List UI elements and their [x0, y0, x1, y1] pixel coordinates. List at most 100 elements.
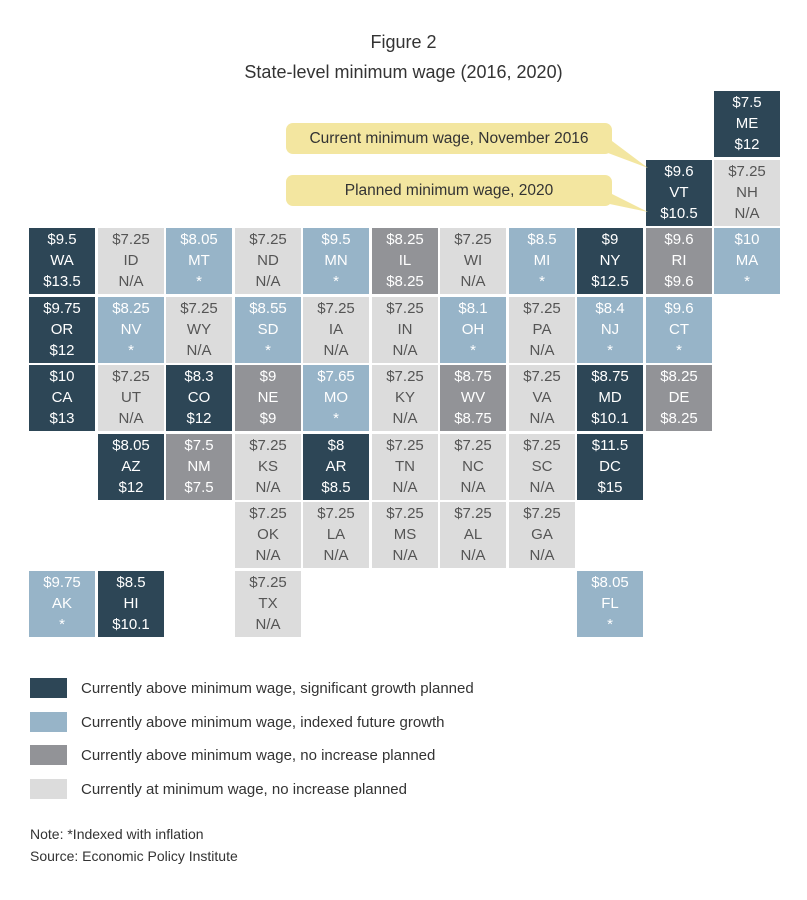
state-tile-nd: $7.25 ND N/A [235, 228, 301, 294]
state-tile-nj: $8.4 NJ * [577, 297, 643, 363]
planned-wage: * [265, 342, 271, 359]
state-tile-la: $7.25 LA N/A [303, 502, 369, 568]
planned-wage: N/A [460, 479, 486, 496]
current-wage: $9.75 [43, 300, 81, 317]
state-code: IA [328, 321, 344, 338]
planned-wage: * [196, 273, 202, 290]
state-code: MN [324, 252, 348, 269]
state-tile-ny: $9 NY $12.5 [577, 228, 643, 294]
inflation-note: Note: *Indexed with inflation [30, 826, 204, 842]
state-tile-de: $8.25 DE $8.25 [646, 365, 712, 431]
state-code: NY [599, 252, 621, 269]
state-code: NM [187, 458, 211, 475]
state-tile-ca: $10 CA $13 [29, 365, 95, 431]
planned-wage: $12 [118, 479, 144, 496]
state-code: FL [601, 595, 619, 612]
state-code: IL [398, 252, 412, 269]
state-code: MA [735, 252, 759, 269]
planned-wage: N/A [118, 410, 144, 427]
planned-wage: N/A [392, 547, 418, 564]
legend-swatch [30, 712, 67, 732]
state-tile-ms: $7.25 MS N/A [372, 502, 438, 568]
state-code: VA [532, 389, 552, 406]
current-callout-pointer [600, 132, 648, 168]
state-code: PA [532, 321, 552, 338]
state-tile-mt: $8.05 MT * [166, 228, 232, 294]
current-wage: $7.25 [112, 231, 150, 248]
state-code: TN [395, 458, 415, 475]
planned-wage: N/A [529, 342, 555, 359]
current-wage: $9 [259, 368, 277, 385]
planned-wage: * [59, 616, 65, 633]
current-wage: $7.25 [249, 574, 287, 591]
planned-wage: $10.1 [591, 410, 629, 427]
legend-label: Currently at minimum wage, no increase p… [81, 780, 407, 798]
current-wage: $8.75 [454, 368, 492, 385]
planned-wage: * [539, 273, 545, 290]
state-code: WA [50, 252, 74, 269]
state-tile-wy: $7.25 WY N/A [166, 297, 232, 363]
state-code: SD [257, 321, 279, 338]
planned-wage: N/A [392, 410, 418, 427]
state-tile-ok: $7.25 OK N/A [235, 502, 301, 568]
current-wage: $9.75 [43, 574, 81, 591]
state-code: DC [599, 458, 621, 475]
planned-wage: $9 [259, 410, 277, 427]
state-tile-ri: $9.6 RI $9.6 [646, 228, 712, 294]
legend-item-no-increase: Currently above minimum wage, no increas… [30, 745, 435, 765]
state-tile-il: $8.25 IL $8.25 [372, 228, 438, 294]
planned-wage: $10.5 [660, 205, 698, 222]
state-tile-nv: $8.25 NV * [98, 297, 164, 363]
planned-wage: N/A [323, 547, 349, 564]
planned-wage: N/A [460, 273, 486, 290]
state-tile-ct: $9.6 CT * [646, 297, 712, 363]
planned-wage: $8.25 [386, 273, 424, 290]
current-wage: $7.25 [386, 437, 424, 454]
state-code: CT [669, 321, 689, 338]
current-wage: $7.25 [454, 505, 492, 522]
legend-swatch [30, 745, 67, 765]
state-code: KY [394, 389, 415, 406]
state-code: AR [325, 458, 347, 475]
state-tile-in: $7.25 IN N/A [372, 297, 438, 363]
planned-wage: N/A [529, 547, 555, 564]
state-code: MS [393, 526, 417, 543]
state-code: MO [323, 389, 349, 406]
planned-wage: $12.5 [591, 273, 629, 290]
state-code: MD [598, 389, 622, 406]
planned-wage: * [333, 410, 339, 427]
planned-wage: N/A [529, 410, 555, 427]
state-code: AK [51, 595, 72, 612]
planned-wage: * [470, 342, 476, 359]
planned-wage: N/A [255, 547, 281, 564]
legend-item-indexed-growth: Currently above minimum wage, indexed fu… [30, 712, 445, 732]
state-code: IN [397, 321, 413, 338]
state-tile-ga: $7.25 GA N/A [509, 502, 575, 568]
state-code: HI [123, 595, 139, 612]
planned-wage: $8.75 [454, 410, 492, 427]
state-tile-oh: $8.1 OH * [440, 297, 506, 363]
current-wage: $9.5 [47, 231, 77, 248]
state-tile-md: $8.75 MD $10.1 [577, 365, 643, 431]
legend-swatch [30, 678, 67, 698]
current-wage: $7.25 [249, 437, 287, 454]
current-wage: $7.25 [249, 231, 287, 248]
state-tile-nc: $7.25 NC N/A [440, 434, 506, 500]
state-code: CA [51, 389, 73, 406]
current-wage: $7.25 [180, 300, 218, 317]
state-code: TX [258, 595, 278, 612]
state-tile-or: $9.75 OR $12 [29, 297, 95, 363]
state-code: OH [461, 321, 485, 338]
legend-item-significant-growth: Currently above minimum wage, significan… [30, 678, 474, 698]
current-wage: $7.25 [454, 437, 492, 454]
current-wage: $9.6 [664, 231, 694, 248]
planned-wage: * [676, 342, 682, 359]
state-code: NH [736, 184, 758, 201]
current-wage: $7.5 [184, 437, 214, 454]
state-code: DE [668, 389, 690, 406]
state-tile-tx: $7.25 TX N/A [235, 571, 301, 637]
tile-grid-map: $7.5 ME $12 $9.6 VT $10.5 $7.25 NH N/A $9.5 WA $13.… [29, 91, 780, 637]
state-tile-ky: $7.25 KY N/A [372, 365, 438, 431]
legend-label: Currently above minimum wage, significan… [81, 679, 474, 697]
current-wage: $8.25 [112, 300, 150, 317]
